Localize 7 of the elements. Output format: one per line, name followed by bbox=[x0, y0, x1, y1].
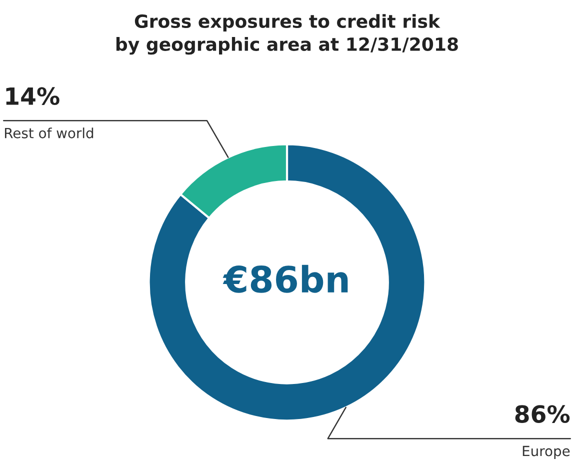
data-label: 86% bbox=[515, 405, 570, 423]
donut-slice bbox=[148, 143, 426, 422]
chart-title: Gross exposures to credit risk by geographic area at 12/31/2018 bbox=[116, 14, 458, 55]
text: €86bn bbox=[222, 264, 348, 293]
data-label: 14% bbox=[6, 87, 60, 106]
slice-label: Rest of world bbox=[4, 128, 94, 138]
slice-label: Europe bbox=[522, 446, 570, 459]
